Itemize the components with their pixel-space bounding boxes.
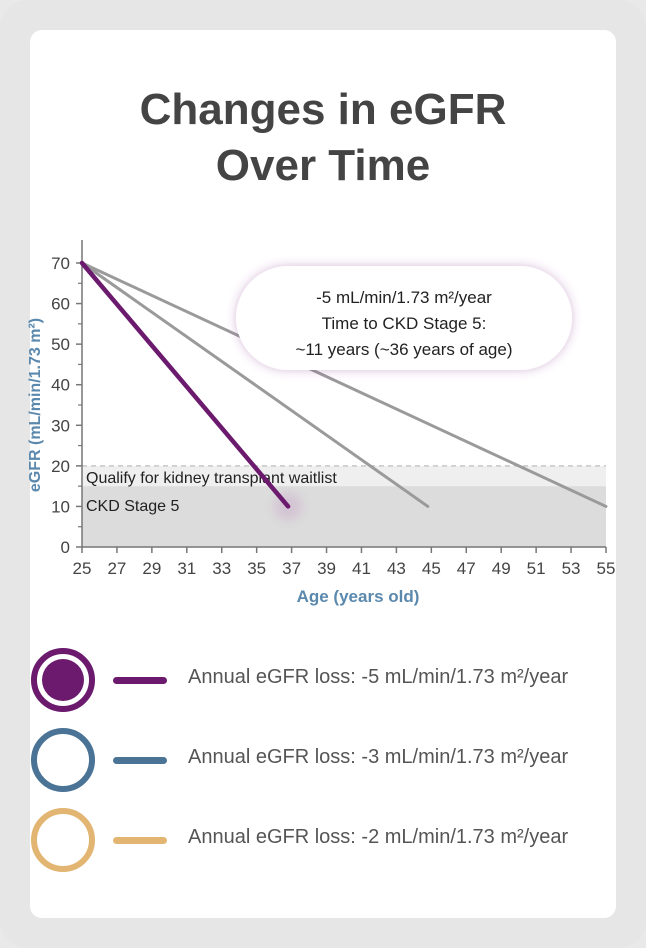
y-tick-label: 30 [51,416,70,435]
threshold-label: Qualify for kidney transplant waitlist [86,470,337,487]
legend-line-icon [113,757,167,764]
x-tick-label: 27 [107,559,126,578]
series-line [80,261,608,508]
y-tick-label: 20 [51,457,70,476]
annotation-bubble [236,266,572,370]
title-line-1: Changes in eGFR [139,85,507,134]
x-tick-label: 29 [142,559,161,578]
x-tick-label: 55 [597,559,616,578]
transplant-band [82,465,606,487]
x-tick-label: 37 [282,559,301,578]
y-tick-label: 40 [51,376,70,395]
x-tick-label: 51 [527,559,546,578]
series-line [80,261,430,508]
annotation-text: Time to CKD Stage 5: [322,314,487,333]
x-tick-label: 41 [352,559,371,578]
ckd-stage5-label: CKD Stage 5 [86,498,179,515]
legend-item: Annual eGFR loss: -2 mL/min/1.73 m²/year [0,808,646,872]
y-tick-label: 50 [51,335,70,354]
legend-circle-icon [31,808,95,872]
egfr-chart: 0 10 20 30 40 50 60 70 25 27 29 31 33 35 37 39 41 43 45 47 4… [27,240,616,606]
legend-label: Annual eGFR loss: -5 mL/min/1.73 m²/year [188,666,569,688]
series-line [79,260,291,509]
page-title: Changes in eGFR Over Time [0,82,646,194]
x-tick-label: 31 [177,559,196,578]
y-tick-label: 10 [51,497,70,516]
y-tick-label: 0 [61,538,70,557]
x-tick-label: 33 [212,559,231,578]
legend-line-icon [113,677,167,684]
x-tick-label: 43 [387,559,406,578]
x-tick-label: 25 [73,559,92,578]
legend-circle-icon [31,728,95,792]
x-tick-label: 35 [247,559,266,578]
y-tick-label: 70 [51,254,70,273]
y-tick-label: 60 [51,295,70,314]
x-axis-label: Age (years old) [297,587,420,606]
ckd-stage5-band [82,486,606,547]
x-tick-label: 53 [562,559,581,578]
y-axis-label: eGFR (mL/min/1.73 m²) [27,318,44,492]
legend-circle-icon [31,648,95,712]
legend-item: Annual eGFR loss: -5 mL/min/1.73 m²/year [0,648,646,712]
x-tick-label: 45 [422,559,441,578]
legend-label: Annual eGFR loss: -3 mL/min/1.73 m²/year [188,746,569,768]
annotation-text: -5 mL/min/1.73 m²/year [316,288,492,307]
x-tick-label: 49 [492,559,511,578]
annotation-text: ~11 years (~36 years of age) [295,340,512,359]
legend-line-icon [113,837,167,844]
x-tick-label: 47 [457,559,476,578]
title-line-2: Over Time [215,141,431,190]
x-tick-label: 39 [317,559,336,578]
legend-item: Annual eGFR loss: -3 mL/min/1.73 m²/year [0,728,646,792]
legend-label: Annual eGFR loss: -2 mL/min/1.73 m²/year [188,826,569,848]
